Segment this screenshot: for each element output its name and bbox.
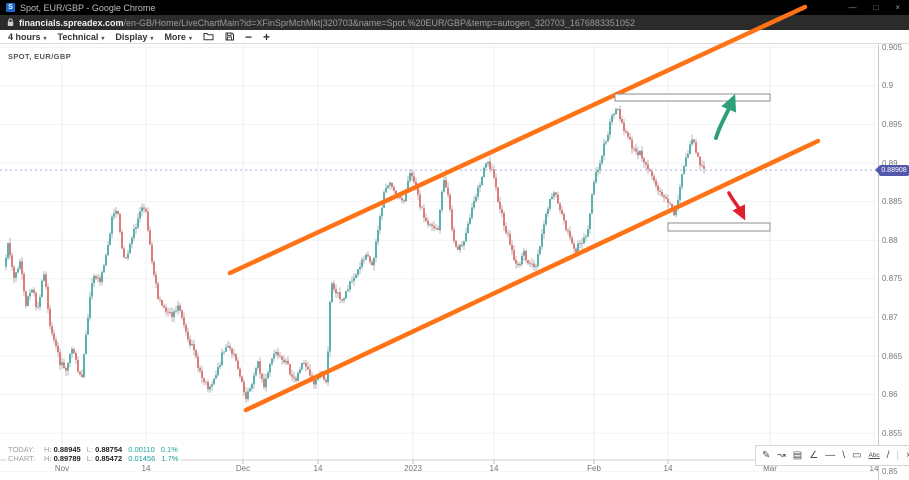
time-tick-label: 14: [869, 464, 879, 473]
url-path: /en-GB/Home/LiveChartMain?id=XFinSprMchM…: [123, 17, 635, 28]
price-tick-label: 0.885: [882, 197, 903, 207]
segment-tool-icon[interactable]: /: [886, 449, 890, 461]
current-price-badge: 0.88908: [875, 164, 909, 176]
candlestick-plot[interactable]: [0, 45, 878, 480]
display-label: Display: [115, 31, 148, 42]
chart-stats-row: CHART: H: 0.89789 L: 0.85472 0.01456 1.7…: [8, 454, 178, 463]
open-folder-icon: [203, 33, 214, 41]
ohlc-stats: TODAY: H: 0.88945 L: 0.88754 0.00110 0.1…: [6, 444, 181, 464]
chevron-down-icon: ▾: [43, 35, 47, 42]
url-text: financials.spreadex.com/en-GB/Home/LiveC…: [19, 18, 635, 28]
today-change: 0.00110: [128, 445, 155, 454]
more-menu[interactable]: More ▾: [164, 32, 192, 42]
symbol-label: SPOT, EUR/GBP: [8, 52, 72, 61]
price-tick-label: 0.85: [882, 467, 898, 477]
low-prefix: L:: [86, 445, 93, 454]
price-tick-label: 0.9: [882, 81, 894, 91]
today-high: 0.88945: [53, 445, 81, 454]
chevron-down-icon: ▾: [150, 35, 154, 42]
zoom-in-button[interactable]: +: [262, 29, 270, 44]
timeframe-label: 4 hours: [8, 31, 41, 42]
today-change-pct: 0.1%: [160, 445, 178, 454]
chart-change: 0.01456: [128, 454, 156, 463]
time-tick-label: Nov: [54, 464, 70, 473]
clear-drawings-icon[interactable]: ×: [906, 449, 909, 461]
price-tick-label: 0.89: [882, 158, 898, 168]
technical-label: Technical: [57, 31, 99, 42]
price-tick-label: 0.865: [882, 351, 903, 361]
browser-titlebar: S Spot, EUR/GBP - Google Chrome — □ ×: [0, 0, 909, 15]
today-low: 0.88754: [95, 445, 123, 454]
price-tick-label: 0.87: [882, 312, 898, 322]
time-tick-label: 14: [313, 464, 323, 473]
time-tick-label: 14: [489, 464, 499, 473]
price-tick-label: 0.875: [882, 274, 903, 284]
price-tick-label: 0.86: [882, 390, 898, 400]
technical-menu[interactable]: Technical ▾: [58, 32, 105, 42]
trendline-tool-icon[interactable]: \: [842, 449, 845, 461]
pen-tool-icon[interactable]: ✎: [762, 449, 771, 461]
price-tick-label: 0.905: [882, 42, 903, 52]
low-prefix: L:: [86, 454, 93, 463]
price-tick-label: 0.855: [882, 428, 903, 438]
text-tool-icon[interactable]: Abc: [868, 451, 880, 459]
price-axis[interactable]: 0.905 0.9 0.895 0.89 0.885 0.88 0.875 0.87 0.865…: [878, 42, 909, 480]
display-menu[interactable]: Display ▾: [115, 32, 153, 42]
today-stats-row: TODAY: H: 0.88945 L: 0.88754 0.00110 0.1…: [8, 445, 178, 454]
address-bar[interactable]: financials.spreadex.com/en-GB/Home/LiveC…: [0, 15, 909, 30]
save-chart-button[interactable]: [225, 32, 234, 41]
drawing-toolbar: ✎ ↝ ▤ ∠ — \ ▭ Abc / | ×: [755, 445, 909, 466]
open-chart-button[interactable]: [203, 32, 214, 41]
horizontal-line-tool-icon[interactable]: —: [825, 449, 836, 461]
timeframe-menu[interactable]: 4 hours ▾: [8, 32, 47, 42]
window-controls: — □ ×: [848, 2, 900, 12]
time-tick-label: 14: [663, 464, 673, 473]
favicon-icon: S: [6, 3, 15, 12]
close-icon[interactable]: ×: [895, 2, 900, 12]
high-prefix: H:: [44, 454, 52, 463]
freehand-tool-icon[interactable]: ↝: [777, 449, 786, 461]
chart-low: 0.85472: [95, 454, 123, 463]
lock-icon: [7, 18, 14, 26]
fib-retracement-tool-icon[interactable]: ▤: [792, 449, 803, 461]
maximize-icon[interactable]: □: [873, 2, 879, 12]
window-title: Spot, EUR/GBP - Google Chrome: [20, 2, 156, 13]
time-tick-label: Mar: [763, 464, 777, 473]
chart-change-pct: 1.7%: [161, 454, 179, 463]
chart-label: CHART:: [8, 454, 35, 463]
price-tick-label: 0.895: [882, 119, 903, 129]
chart-high: 0.89789: [53, 454, 81, 463]
save-icon: [225, 32, 234, 41]
minimize-icon[interactable]: —: [848, 2, 857, 12]
price-tick-label: 0.88: [882, 235, 898, 245]
time-tick-label: Dec: [235, 464, 251, 473]
time-tick-label: Feb: [587, 464, 601, 473]
more-label: More: [164, 31, 186, 42]
separator: |: [896, 450, 900, 461]
zoom-out-button[interactable]: −: [244, 29, 252, 44]
gann-fan-tool-icon[interactable]: ∠: [809, 449, 819, 461]
chart-menubar: 4 hours ▾ Technical ▾ Display ▾ More ▾ −…: [0, 30, 909, 44]
rectangle-tool-icon[interactable]: ▭: [851, 449, 862, 461]
time-tick-label: 14: [141, 464, 151, 473]
chevron-down-icon: ▾: [101, 35, 105, 42]
url-domain: financials.spreadex.com: [19, 17, 124, 28]
today-label: TODAY:: [8, 445, 35, 454]
time-tick-label: 2023: [404, 464, 422, 473]
high-prefix: H:: [44, 445, 52, 454]
chart-area[interactable]: SPOT, EUR/GBP 0.905 0.9 0.895 0.89 0.885 0.88…: [0, 42, 909, 480]
chevron-down-icon: ▾: [188, 35, 192, 42]
